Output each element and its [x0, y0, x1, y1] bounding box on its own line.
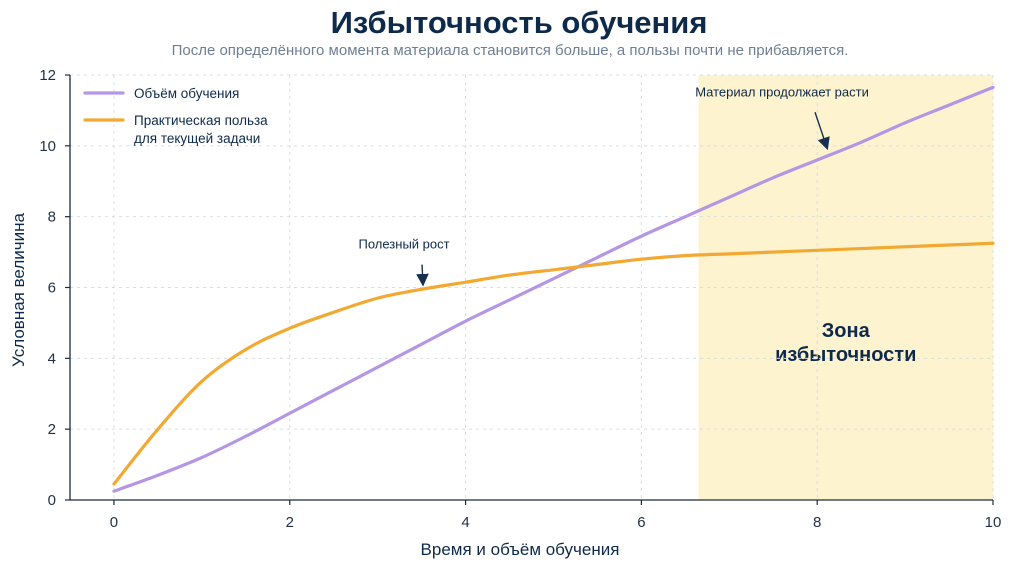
x-tick-label: 0 [110, 514, 118, 531]
material-keeps-growing-label: Материал продолжает расти [695, 84, 869, 99]
legend-learning-volume-label: Объём обучения [134, 86, 239, 101]
redundancy-zone-label: избыточности [775, 344, 916, 366]
y-tick-label: 12 [39, 67, 56, 84]
legend-practical-benefit-label: для текущей задачи [134, 131, 260, 146]
legend-practical-benefit-label: Практическая польза [134, 113, 268, 128]
y-tick-label: 0 [48, 492, 56, 509]
gridlines [70, 74, 994, 500]
x-tick-label: 8 [813, 514, 821, 531]
x-tick-label: 10 [985, 514, 1002, 531]
legend: Объём обучения Практическая польза для тек… [83, 86, 268, 146]
practical-benefit-line [112, 241, 995, 486]
y-axis-label: Условная величина [9, 213, 28, 367]
x-tick-label: 2 [286, 514, 294, 531]
annotations: Полезный рост Материал продолжает расти [358, 84, 869, 287]
x-tick-label: 6 [637, 514, 645, 531]
chart-subtitle: После определённого момента материала ст… [172, 42, 849, 59]
x-axis-label: Время и объём обучения [421, 540, 620, 559]
learning-volume-line [112, 85, 995, 493]
redundancy-zone-label: Зона [822, 320, 871, 342]
y-tick-label: 2 [48, 421, 56, 438]
y-tick-label: 8 [48, 209, 56, 226]
useful-growth-label: Полезный рост [358, 237, 449, 252]
y-tick-label: 4 [48, 350, 56, 367]
x-tick-label: 4 [461, 514, 469, 531]
useful-growth-arrow [416, 264, 429, 287]
redundancy-zone-fill [698, 75, 993, 500]
chart-title: Избыточность обучения [331, 5, 708, 40]
y-tick-label: 10 [39, 138, 56, 155]
series [112, 85, 995, 493]
material-keeps-growing-arrow [814, 112, 830, 151]
axes: 0 2 4 6 8 10 0 2 4 6 8 10 12 [39, 67, 1001, 531]
y-tick-label: 6 [48, 280, 56, 297]
